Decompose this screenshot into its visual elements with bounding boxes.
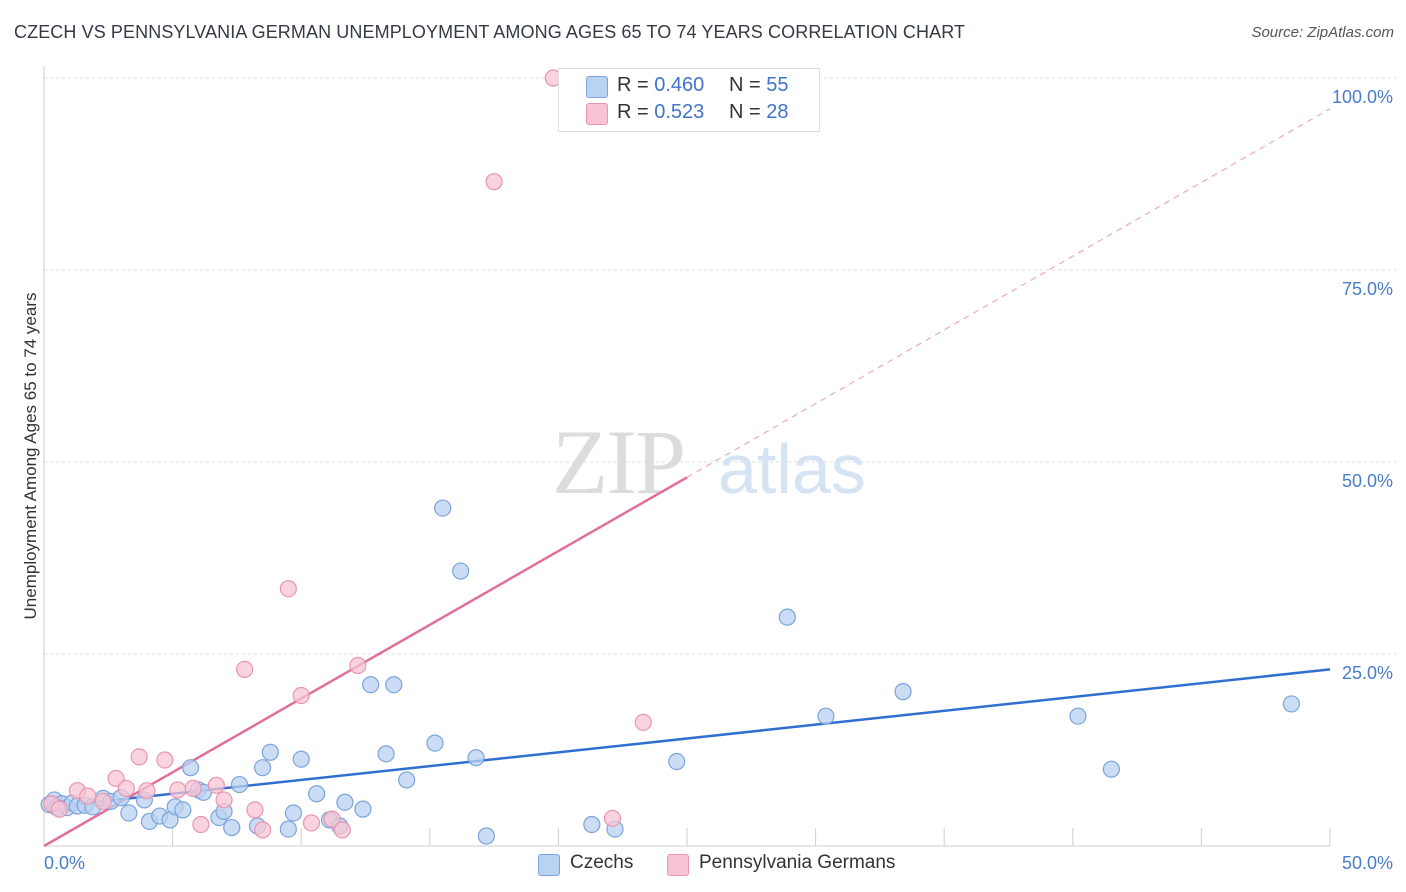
pa-german-point — [279, 580, 297, 598]
pa-german-point — [50, 800, 69, 818]
bottom-pa-germans-label: Pennsylvania Germans — [699, 852, 896, 873]
czech-point — [284, 804, 303, 822]
czech-point — [894, 683, 912, 701]
czech-point — [336, 793, 354, 811]
czech-point — [261, 743, 279, 761]
pa-german-point — [603, 809, 622, 827]
czech-point — [354, 800, 372, 818]
czech-point — [452, 562, 470, 580]
czech-point — [174, 801, 192, 819]
pa-german-point — [323, 810, 341, 828]
pa-germans-n: N = 28 — [729, 101, 789, 123]
y-tick-label: 50.0% — [1342, 471, 1393, 491]
x-tick-label: 50.0% — [1342, 853, 1393, 873]
pa-german-point — [254, 821, 272, 839]
pa-german-point — [333, 821, 351, 839]
pa-german-point — [79, 787, 97, 805]
czech-point — [362, 676, 380, 694]
y-axis-label: Unemployment Among Ages 65 to 74 years — [21, 293, 40, 620]
czechs-n: N = 55 — [729, 74, 789, 96]
y-tick-label: 100.0% — [1332, 87, 1393, 107]
czech-point — [398, 771, 416, 789]
pa-german-point — [236, 660, 254, 678]
czech-point — [279, 820, 297, 838]
czech-point — [1069, 707, 1087, 725]
czechs-swatch — [586, 76, 608, 98]
pa-german-point — [634, 713, 652, 731]
correlation-legend: R = 0.460 N = 55 R = 0.523 N = 28 — [558, 68, 820, 132]
x-tick-label: 0.0% — [44, 853, 85, 873]
source-credit: Source: ZipAtlas.com — [1251, 24, 1394, 41]
pa-german-point — [117, 779, 135, 798]
bottom-czechs-label: Czechs — [570, 852, 634, 873]
trend-lines — [43, 108, 1331, 848]
czech-point — [778, 608, 796, 626]
grid-lines — [44, 77, 1396, 846]
axes — [43, 66, 1330, 847]
pa-german-trend-extension — [686, 108, 1331, 478]
watermark-atlas: atlas — [718, 430, 866, 508]
czech-point — [1102, 760, 1120, 778]
czech-point — [426, 734, 444, 752]
pa-german-point — [94, 792, 112, 811]
czech-point — [817, 707, 835, 725]
czech-point — [377, 745, 395, 763]
pa-german-point — [192, 815, 210, 834]
czech-point — [182, 759, 200, 777]
czech-point — [308, 785, 326, 803]
czech-point — [1282, 695, 1301, 713]
pa-german-point — [292, 686, 310, 705]
czechs-r: R = 0.460 — [617, 74, 705, 96]
czech-point — [254, 759, 272, 777]
watermark-zip: ZIP — [552, 411, 684, 513]
pa-germans-r: R = 0.523 — [617, 101, 705, 123]
czechs-r-value: 0.460 — [654, 74, 705, 96]
czech-point — [668, 752, 686, 771]
bottom-czechs-swatch — [538, 854, 560, 876]
pa-germans-swatch — [586, 103, 608, 125]
pa-german-point — [138, 782, 156, 800]
pa-german-point — [184, 779, 202, 798]
data-points — [40, 69, 1301, 845]
pa-germans-n-value: 28 — [766, 101, 789, 123]
czech-point — [223, 818, 241, 837]
watermark: ZIP atlas — [552, 411, 866, 513]
pa-german-point — [302, 814, 321, 832]
czech-point — [477, 827, 495, 845]
chart-title: CZECH VS PENNSYLVANIA GERMAN UNEMPLOYMEN… — [14, 22, 966, 42]
czech-point — [230, 775, 249, 794]
bottom-pa-germans-swatch — [667, 854, 689, 876]
czechs-n-value: 55 — [766, 74, 789, 96]
czech-point — [385, 676, 403, 694]
czech-point — [467, 749, 485, 767]
pa-german-point — [215, 791, 233, 809]
czech-trend-line — [43, 668, 1331, 809]
czech-point — [434, 499, 452, 517]
pa-germans-r-value: 0.523 — [654, 101, 705, 123]
y-tick-label: 75.0% — [1342, 279, 1393, 299]
czech-point — [120, 804, 138, 822]
pa-german-point — [207, 776, 225, 794]
czech-point — [583, 815, 601, 834]
pa-german-point — [130, 748, 148, 766]
pa-german-point — [246, 801, 264, 819]
pa-german-point — [485, 173, 503, 191]
pa-german-point — [107, 769, 125, 788]
czech-point — [292, 750, 310, 768]
y-tick-label: 25.0% — [1342, 663, 1393, 683]
pa-german-point — [349, 656, 367, 675]
pa-german-point — [156, 751, 174, 769]
pa-german-point — [169, 781, 187, 799]
tick-labels: 25.0% 50.0% 75.0% 100.0% 0.0% 50.0% — [44, 87, 1393, 873]
